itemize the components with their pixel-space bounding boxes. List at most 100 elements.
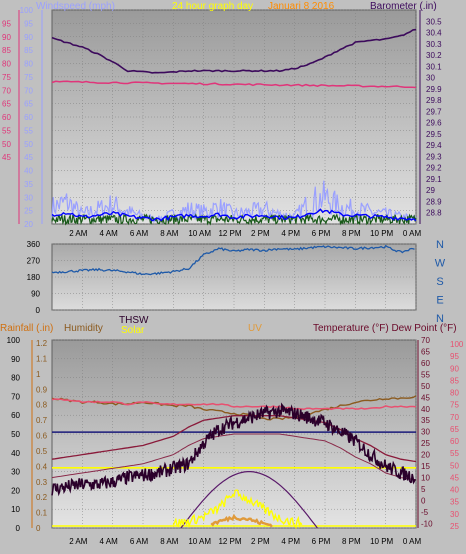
barometer-line bbox=[51, 28, 417, 74]
pink-tick-label: 80 bbox=[2, 60, 11, 69]
pink-right-tick-label: 65 bbox=[450, 425, 459, 434]
barometer-tick-label: 29.8 bbox=[426, 96, 442, 105]
barometer-tick-label: 29.5 bbox=[426, 130, 442, 139]
bottom-x-tick-label: 2 AM bbox=[69, 537, 88, 546]
top-x-tick-label: 2 PM bbox=[251, 229, 270, 238]
pink-right-tick-label: 45 bbox=[450, 473, 459, 482]
bottom-x-tick-label: 4 AM bbox=[100, 537, 119, 546]
temperature-tick-label: 65 bbox=[421, 347, 430, 356]
bottom-x-tick-label: 12 PM bbox=[218, 537, 241, 546]
top-x-tick-label: 4 AM bbox=[100, 229, 119, 238]
pink-tick-label: 50 bbox=[2, 140, 11, 149]
temperature-tick-label: 50 bbox=[421, 382, 430, 391]
pink-tick-label: 95 bbox=[2, 19, 11, 28]
top-x-tick-label: 8 AM bbox=[160, 229, 179, 238]
top-x-tick-label: 10 AM bbox=[188, 229, 211, 238]
temperature-tick-label: -10 bbox=[421, 519, 433, 528]
compass-label: W bbox=[435, 258, 446, 270]
barometer-tick-label: 29.6 bbox=[426, 119, 442, 128]
barometer-tick-label: 29.9 bbox=[426, 85, 442, 94]
barometer-tick-label: 29.2 bbox=[426, 164, 442, 173]
pink-right-tick-label: 25 bbox=[450, 522, 459, 531]
windspeed-tick-label: 35 bbox=[24, 180, 33, 189]
windspeed-tick-label: 55 bbox=[24, 126, 33, 135]
humidity-line bbox=[51, 395, 417, 421]
graph-date: Januari 8 2016 bbox=[268, 1, 335, 12]
humidity-tick-label: 50 bbox=[11, 430, 20, 439]
temperature-tick-label: 40 bbox=[421, 405, 430, 414]
temperature-tick-label: 60 bbox=[421, 359, 430, 368]
barometer-tick-label: 30.1 bbox=[426, 62, 442, 71]
barometer-tick-label: 30.5 bbox=[426, 17, 442, 26]
top-x-tick-label: 8 PM bbox=[342, 229, 361, 238]
pink-tick-label: 45 bbox=[2, 153, 11, 162]
rainfall-tick-label: 0.6 bbox=[36, 432, 48, 441]
dew-point-line bbox=[51, 398, 417, 411]
humidity-tick-label: 40 bbox=[11, 449, 20, 458]
temperature-tick-label: -5 bbox=[421, 508, 429, 517]
humidity-tick-label: 0 bbox=[16, 524, 21, 533]
temperature-secondary-line bbox=[51, 433, 417, 481]
humidity-tick-label: 100 bbox=[7, 336, 21, 345]
windspeed-tick-label: 100 bbox=[20, 6, 34, 15]
wind-dir-tick-label: 180 bbox=[27, 273, 41, 282]
windspeed-tick-label: 95 bbox=[24, 19, 33, 28]
pink-line bbox=[51, 80, 417, 89]
bottom-x-tick-label: 0 AM bbox=[403, 537, 422, 546]
pink-right-tick-label: 80 bbox=[450, 389, 459, 398]
bottom-x-tick-label: 4 PM bbox=[281, 537, 300, 546]
barometer-tick-label: 29 bbox=[426, 186, 435, 195]
pink-right-tick-label: 50 bbox=[450, 461, 459, 470]
windspeed-tick-label: 80 bbox=[24, 60, 33, 69]
temperature-tick-label: 35 bbox=[421, 416, 430, 425]
rainfall-tick-label: 0.3 bbox=[36, 478, 48, 487]
barometer-tick-label: 30 bbox=[426, 74, 435, 83]
wind-dir-tick-label: 270 bbox=[27, 257, 41, 266]
pink-right-tick-label: 75 bbox=[450, 401, 459, 410]
top-x-tick-label: 2 AM bbox=[69, 229, 88, 238]
pink-right-tick-label: 40 bbox=[450, 486, 459, 495]
pink-right-tick-label: 55 bbox=[450, 449, 459, 458]
humidity-tick-label: 90 bbox=[11, 355, 20, 364]
top-x-tick-label: 6 AM bbox=[130, 229, 149, 238]
pink-right-tick-label: 35 bbox=[450, 498, 459, 507]
bottom-x-tick-label: 6 AM bbox=[130, 537, 149, 546]
barometer-tick-label: 28.8 bbox=[426, 209, 442, 218]
pink-tick-label: 75 bbox=[2, 73, 11, 82]
top-x-tick-label: 6 PM bbox=[312, 229, 331, 238]
humidity-tick-label: 30 bbox=[11, 468, 20, 477]
rainfall-tick-label: 1.2 bbox=[36, 339, 48, 348]
top-x-tick-label: 4 PM bbox=[281, 229, 300, 238]
legend-temperature-dewpoint: Temperature (°F) Dew Point (°F) bbox=[313, 323, 457, 334]
windspeed-tick-label: 85 bbox=[24, 46, 33, 55]
windspeed-tick-label: 60 bbox=[24, 113, 33, 122]
temperature-tick-label: 45 bbox=[421, 393, 430, 402]
wind-average-line bbox=[51, 208, 417, 222]
compass-label: N bbox=[436, 239, 444, 251]
solar-theoretical-arc bbox=[180, 471, 318, 529]
pink-right-tick-label: 60 bbox=[450, 437, 459, 446]
humidity-tick-label: 20 bbox=[11, 486, 20, 495]
bottom-x-tick-label: 8 AM bbox=[160, 537, 179, 546]
legend-solar: Solar bbox=[121, 325, 145, 336]
humidity-tick-label: 80 bbox=[11, 374, 20, 383]
barometer-tick-label: 29.1 bbox=[426, 175, 442, 184]
windspeed-tick-label: 65 bbox=[24, 100, 33, 109]
pink-right-tick-label: 85 bbox=[450, 376, 459, 385]
barometer-tick-label: 28.9 bbox=[426, 197, 442, 206]
pink-right-tick-label: 95 bbox=[450, 352, 459, 361]
rainfall-tick-label: 0.4 bbox=[36, 462, 48, 471]
humidity-tick-label: 10 bbox=[11, 505, 20, 514]
compass-label: E bbox=[436, 295, 443, 307]
legend-uv: UV bbox=[248, 323, 262, 334]
bottom-x-tick-label: 6 PM bbox=[312, 537, 331, 546]
pink-tick-label: 70 bbox=[2, 86, 11, 95]
rainfall-tick-label: 0.1 bbox=[36, 509, 48, 518]
axis-ticks: 2 AM 4 AM 6 AM 8 AM 10 AM 12 PM 2 PM 4 PM 6 PM 8 … bbox=[2, 6, 464, 546]
temperature-tick-label: 25 bbox=[421, 439, 430, 448]
pink-tick-label: 60 bbox=[2, 113, 11, 122]
temperature-tick-label: 10 bbox=[421, 474, 430, 483]
pink-tick-label: 85 bbox=[2, 46, 11, 55]
